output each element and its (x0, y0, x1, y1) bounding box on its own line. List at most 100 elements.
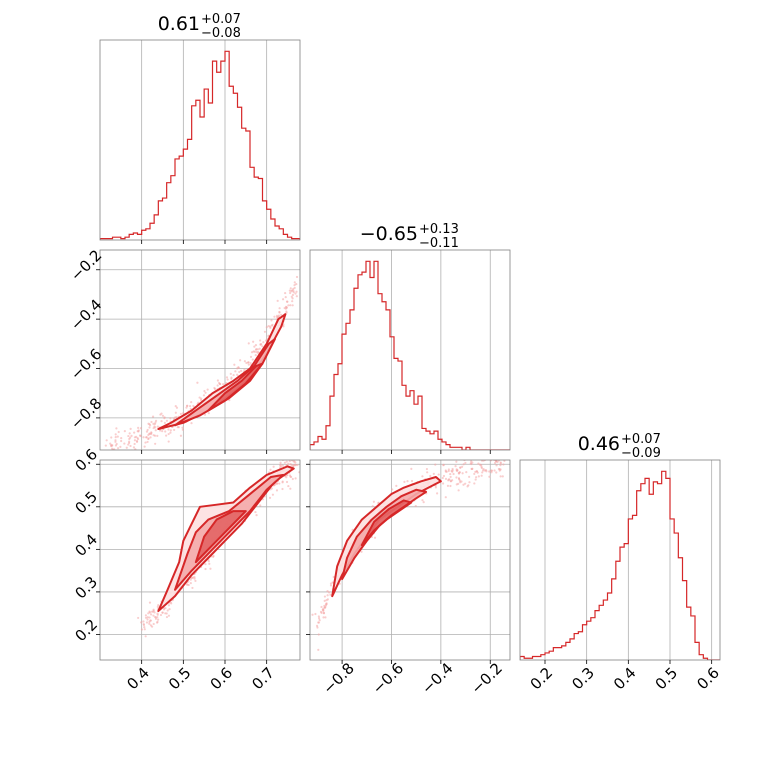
scatter-point (429, 474, 432, 478)
scatter-point (284, 296, 287, 299)
scatter-point (464, 482, 467, 485)
scatter-point (278, 482, 281, 485)
scatter-point (116, 435, 119, 438)
contour-mid (174, 473, 285, 591)
scatter-point (285, 310, 288, 313)
scatter-point (485, 470, 488, 473)
scatter-point (189, 582, 192, 585)
p10-content (104, 275, 300, 455)
scatter-point (253, 345, 256, 348)
panel-p22: 0.2 0.3 0.4 0.5 0.6 (519, 459, 723, 693)
scatter-point (110, 445, 113, 448)
scatter-point (163, 421, 166, 424)
title-p00: 0.61 (158, 13, 200, 35)
scatter-point (173, 428, 176, 432)
scatter-point (169, 417, 172, 420)
scatter-point (467, 484, 470, 487)
scatter-point (436, 492, 439, 495)
scatter-point (258, 347, 261, 350)
scatter-point (296, 463, 299, 467)
scatter-point (187, 583, 190, 587)
scatter-point (289, 291, 292, 295)
scatter-point (322, 616, 325, 619)
scatter-point (322, 608, 325, 611)
scatter-point (133, 431, 136, 434)
scatter-point (238, 370, 241, 374)
x-tick-label: −0.6 (369, 659, 407, 697)
scatter-point (204, 391, 207, 394)
x-tick-label: −0.4 (418, 659, 456, 697)
scatter-point (495, 471, 498, 474)
scatter-point (403, 480, 406, 483)
scatter-point (144, 616, 148, 619)
scatter-point (479, 443, 481, 445)
scatter-point (208, 562, 211, 565)
scatter-point (182, 412, 185, 415)
scatter-point (499, 455, 501, 457)
y-tick-label: 0.3 (71, 573, 101, 603)
title-p11: −0.65 (360, 223, 418, 245)
scatter-point (289, 287, 292, 290)
scatter-point (464, 461, 467, 465)
scatter-point (477, 457, 479, 459)
scatter-point (230, 377, 233, 380)
scatter-point (481, 469, 485, 472)
scatter-point (185, 583, 188, 586)
y-tick-label: 0.2 (71, 615, 101, 645)
scatter-point (250, 351, 254, 354)
scatter-point (213, 386, 216, 390)
scatter-point (112, 451, 114, 453)
scatter-point (483, 453, 485, 455)
title-p11-value: −0.65 (360, 223, 418, 245)
scatter-point (458, 471, 461, 474)
scatter-point (281, 298, 285, 301)
scatter-point (156, 605, 159, 609)
scatter-point (462, 483, 465, 486)
scatter-point (120, 439, 123, 443)
scatter-point (149, 619, 152, 622)
p22-xaxis: 0.2 0.3 0.4 0.5 0.6 (527, 660, 723, 693)
scatter-point (457, 489, 460, 492)
scatter-point (326, 598, 329, 601)
scatter-point (114, 439, 117, 442)
scatter-point (473, 482, 476, 485)
scatter-point (329, 584, 333, 587)
scatter-point (144, 635, 147, 638)
scatter-point (455, 476, 458, 479)
scatter-point (152, 622, 155, 626)
scatter-point (123, 453, 125, 455)
scatter-point (154, 442, 157, 445)
scatter-point (324, 616, 327, 619)
scatter-point (432, 472, 435, 475)
scatter-point (262, 341, 265, 344)
scatter-point (317, 648, 320, 651)
scatter-point (314, 612, 317, 616)
scatter-point (288, 289, 291, 292)
scatter-point (110, 436, 113, 439)
scatter-point (318, 619, 321, 622)
scatter-point (165, 615, 169, 619)
scatter-point (289, 462, 292, 466)
scatter-point (480, 474, 483, 477)
scatter-point (323, 599, 326, 602)
scatter-point (444, 477, 448, 481)
scatter-point (254, 510, 257, 514)
scatter-point (446, 484, 450, 487)
panel-p00 (99, 39, 301, 244)
scatter-point (149, 624, 153, 627)
scatter-point (137, 430, 140, 433)
scatter-point (222, 383, 225, 386)
scatter-point (325, 602, 328, 606)
scatter-point (497, 455, 499, 457)
scatter-point (468, 455, 470, 457)
scatter-point (167, 604, 170, 607)
scatter-point (502, 457, 504, 459)
scatter-point (147, 612, 150, 615)
contour-inner (360, 499, 413, 547)
scatter-point (175, 406, 179, 409)
scatter-point (207, 560, 210, 563)
scatter-point (169, 431, 172, 434)
y-tick-label: 0.5 (71, 488, 101, 518)
scatter-point (232, 374, 235, 377)
